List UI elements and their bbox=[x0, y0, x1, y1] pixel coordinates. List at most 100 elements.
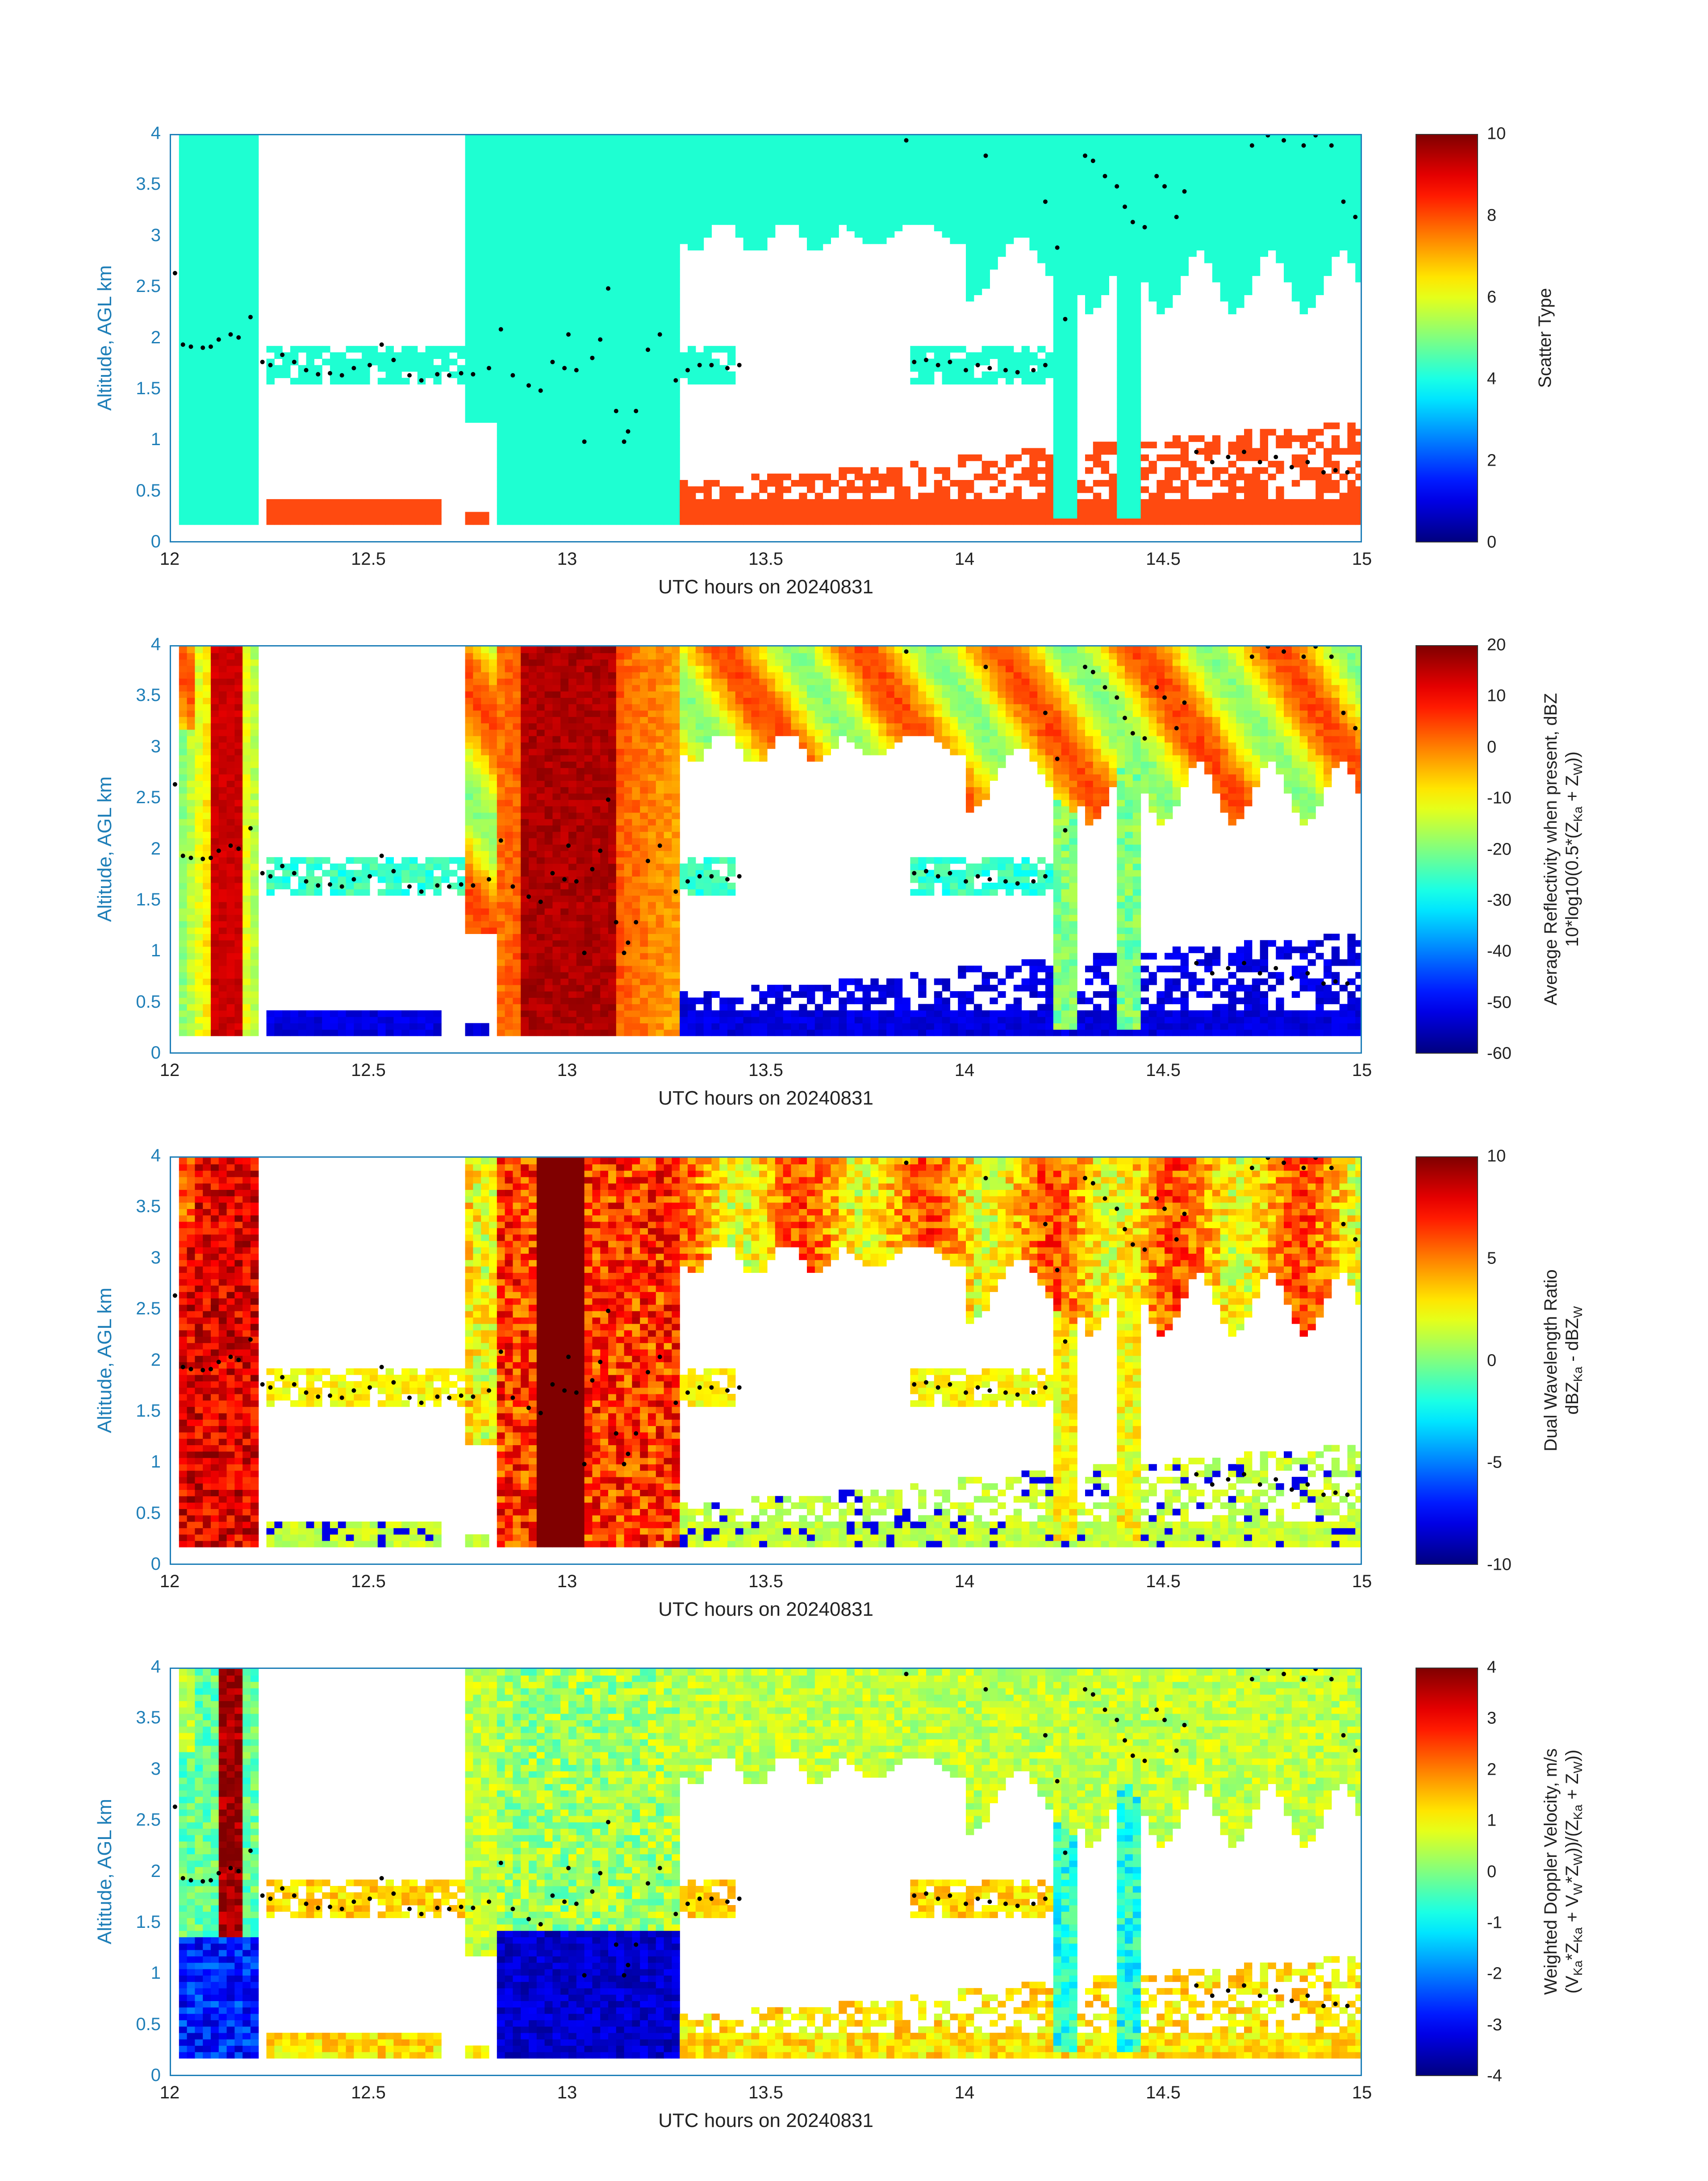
heatmap-cell bbox=[592, 148, 600, 155]
heatmap-cell bbox=[616, 512, 624, 519]
heatmap-cell bbox=[680, 238, 688, 244]
heatmap-cell bbox=[322, 346, 330, 353]
heatmap-cell bbox=[234, 384, 242, 391]
heatmap-cell bbox=[974, 518, 982, 525]
heatmap-cell bbox=[934, 518, 942, 525]
heatmap-cell bbox=[370, 346, 378, 353]
heatmap-cell bbox=[704, 378, 712, 384]
heatmap-cell bbox=[855, 512, 863, 519]
heatmap-cell bbox=[1125, 365, 1133, 372]
heatmap-cell bbox=[585, 301, 593, 308]
heatmap-cell bbox=[1133, 518, 1141, 525]
heatmap-cell bbox=[958, 212, 966, 219]
heatmap-cell bbox=[942, 467, 950, 474]
heatmap-cell bbox=[1077, 288, 1085, 295]
heatmap-cell bbox=[1109, 135, 1117, 142]
heatmap-cell bbox=[616, 422, 624, 429]
heatmap-cell bbox=[966, 480, 974, 487]
heatmap-cell bbox=[1061, 352, 1069, 359]
heatmap-cell bbox=[187, 314, 195, 321]
heatmap-cell bbox=[1141, 442, 1149, 448]
heatmap-cell bbox=[426, 359, 434, 365]
heatmap-cell bbox=[513, 442, 521, 448]
heatmap-cell bbox=[974, 180, 982, 187]
heatmap-cell bbox=[839, 493, 847, 500]
heatmap-cell bbox=[719, 486, 727, 493]
heatmap-cell bbox=[1061, 474, 1069, 480]
heatmap-cell bbox=[346, 359, 354, 365]
heatmap-cell bbox=[648, 212, 656, 219]
heatmap-cell bbox=[616, 365, 624, 372]
heatmap-cell bbox=[274, 365, 282, 372]
heatmap-cell bbox=[505, 257, 513, 263]
heatmap-cell bbox=[632, 359, 640, 365]
heatmap-cell bbox=[1029, 174, 1037, 180]
heatmap-cell bbox=[656, 467, 664, 474]
heatmap-cell bbox=[1315, 474, 1324, 480]
heatmap-cell bbox=[934, 180, 942, 187]
heatmap-cell bbox=[489, 340, 497, 346]
heatmap-cell bbox=[242, 410, 251, 417]
heatmap-cell bbox=[616, 448, 624, 455]
heatmap-cell bbox=[513, 384, 521, 391]
heatmap-cell bbox=[187, 282, 195, 289]
heatmap-cell bbox=[640, 257, 648, 263]
heatmap-cell bbox=[1252, 486, 1260, 493]
heatmap-cell bbox=[1315, 174, 1324, 180]
heatmap-cell bbox=[632, 199, 640, 206]
heatmap-cell bbox=[1077, 231, 1085, 238]
heatmap-cell bbox=[521, 486, 529, 493]
heatmap-cell bbox=[926, 142, 934, 148]
heatmap-cell bbox=[195, 499, 203, 506]
heatmap-cell bbox=[1173, 467, 1181, 474]
heatmap-cell bbox=[1077, 512, 1085, 519]
heatmap-cell bbox=[274, 499, 282, 506]
heatmap-cell bbox=[616, 282, 624, 289]
heatmap-cell bbox=[1307, 276, 1315, 283]
heatmap-cell bbox=[632, 135, 640, 142]
heatmap-cell bbox=[195, 378, 203, 384]
heatmap-cell bbox=[513, 167, 521, 174]
heatmap-cell bbox=[878, 167, 886, 174]
heatmap-cell bbox=[1069, 352, 1077, 359]
heatmap-cell bbox=[608, 135, 616, 142]
heatmap-cell bbox=[926, 218, 934, 225]
heatmap-cell bbox=[227, 474, 235, 480]
heatmap-cell bbox=[1157, 142, 1165, 148]
heatmap-cell bbox=[330, 365, 338, 372]
heatmap-cell bbox=[227, 493, 235, 500]
heatmap-cell bbox=[1133, 352, 1141, 359]
heatmap-cell bbox=[1022, 231, 1030, 238]
heatmap-cell bbox=[1053, 308, 1061, 314]
heatmap-cell bbox=[1061, 429, 1069, 436]
heatmap-cell bbox=[608, 384, 616, 391]
heatmap-cell bbox=[1037, 212, 1045, 219]
heatmap-cell bbox=[560, 314, 568, 321]
heatmap-cell bbox=[560, 499, 568, 506]
heatmap-cell bbox=[1332, 518, 1340, 525]
heatmap-cell bbox=[219, 269, 227, 276]
heatmap-cell bbox=[632, 384, 640, 391]
heatmap-cell bbox=[640, 244, 648, 250]
heatmap-cell bbox=[1236, 231, 1244, 238]
heatmap-cell bbox=[664, 474, 672, 480]
heatmap-cell bbox=[1006, 455, 1014, 461]
heatmap-cell bbox=[727, 371, 735, 378]
heatmap-cell bbox=[624, 186, 632, 193]
heatmap-cell bbox=[537, 518, 545, 525]
heatmap-cell bbox=[489, 148, 497, 155]
heatmap-cell bbox=[648, 276, 656, 283]
heatmap-cell bbox=[632, 455, 640, 461]
heatmap-cell bbox=[751, 244, 759, 250]
heatmap-cell bbox=[894, 186, 902, 193]
heatmap-cell bbox=[1276, 518, 1284, 525]
heatmap-cell bbox=[1284, 512, 1292, 519]
heatmap-cell bbox=[203, 321, 211, 327]
heatmap-cell bbox=[1188, 148, 1196, 155]
heatmap-cell bbox=[179, 327, 187, 334]
heatmap-cell bbox=[616, 269, 624, 276]
heatmap-cell bbox=[1141, 486, 1149, 493]
heatmap-cell bbox=[1014, 180, 1022, 187]
heatmap-cell bbox=[1029, 167, 1037, 174]
heatmap-cell bbox=[1133, 180, 1141, 187]
